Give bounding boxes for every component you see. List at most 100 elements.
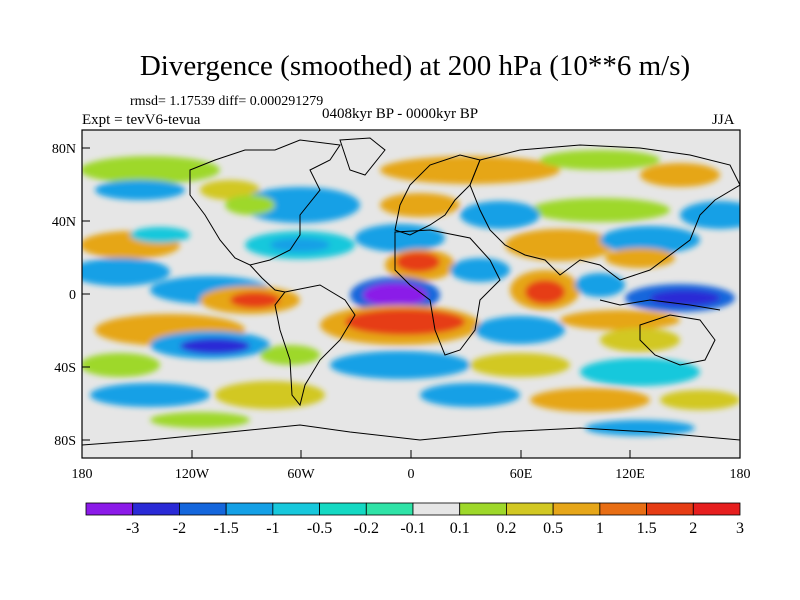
field-blob bbox=[605, 248, 675, 268]
coastline-central-america bbox=[249, 264, 286, 293]
colorbar-label: -0.1 bbox=[400, 520, 425, 537]
field-blob bbox=[530, 388, 650, 412]
coastline-australia bbox=[639, 314, 716, 366]
period-label: 0408kyr BP - 0000kyr BP bbox=[322, 106, 479, 122]
lat-tick-label: 0 bbox=[69, 288, 76, 303]
colorbar-label: 2 bbox=[689, 520, 697, 537]
colorbar-label: 0.2 bbox=[496, 520, 516, 537]
lat-tick-label: 40S bbox=[54, 361, 76, 376]
colorbar-swatch bbox=[85, 502, 134, 516]
field-blob bbox=[380, 156, 560, 184]
colorbar-swatch bbox=[646, 502, 694, 516]
colorbar-label: -1.5 bbox=[213, 520, 238, 537]
field-blob bbox=[215, 381, 325, 409]
field-blob bbox=[82, 258, 170, 286]
colorbar-label: 1 bbox=[596, 520, 604, 537]
field-blob bbox=[475, 316, 565, 344]
field-blob bbox=[600, 226, 700, 254]
experiment-label: Expt = tevV6-tevua bbox=[82, 112, 201, 128]
stats-line: rmsd= 1.17539 diff= 0.000291279 bbox=[130, 94, 324, 109]
field-blob bbox=[396, 252, 440, 272]
colorbar-label: -1 bbox=[266, 520, 279, 537]
field-blob bbox=[363, 283, 427, 307]
coastline-south-america bbox=[274, 284, 356, 407]
field-blob bbox=[525, 280, 565, 304]
lon-tick-label: 60E bbox=[510, 467, 533, 482]
season-label: JJA bbox=[712, 112, 735, 128]
field-blob bbox=[505, 229, 615, 261]
divergence-field bbox=[82, 130, 740, 458]
field-blob bbox=[560, 310, 680, 330]
field-blob bbox=[380, 193, 460, 217]
field-blob bbox=[260, 345, 320, 365]
field-blob bbox=[640, 163, 720, 187]
colorbar-swatch bbox=[319, 502, 367, 516]
colorbar-swatch bbox=[365, 502, 414, 516]
colorbar-swatch bbox=[272, 502, 320, 516]
field-blob bbox=[225, 195, 275, 215]
field-blob bbox=[240, 187, 360, 223]
field-blob bbox=[450, 258, 510, 282]
field-blob bbox=[470, 353, 570, 377]
colorbar-swatch bbox=[459, 502, 507, 516]
tick-marks bbox=[81, 147, 741, 458]
plot-title: Divergence (smoothed) at 200 hPa (10**6 … bbox=[139, 50, 691, 82]
field-blob bbox=[150, 412, 250, 428]
lon-tick-label: 60W bbox=[287, 467, 315, 482]
colorbar-swatch bbox=[692, 502, 741, 516]
colorbar-label: -0.5 bbox=[307, 520, 332, 537]
coastline-asia bbox=[469, 144, 740, 281]
lon-tick-label: 120E bbox=[615, 467, 645, 482]
coastline-north-america bbox=[189, 139, 341, 266]
colorbar-label: 0.1 bbox=[450, 520, 470, 537]
colorbar-label: -3 bbox=[126, 520, 139, 537]
field-blob bbox=[330, 351, 470, 379]
lat-tick-labels: 80N 40N 0 40S 80S bbox=[52, 142, 76, 449]
field-blob bbox=[460, 201, 540, 229]
field-blob bbox=[90, 383, 210, 407]
field-blob bbox=[540, 150, 660, 170]
coastline-indonesia bbox=[599, 299, 721, 311]
field-blob bbox=[355, 224, 445, 252]
colorbar-swatch bbox=[225, 502, 274, 516]
colorbar-label: 3 bbox=[736, 520, 744, 537]
colorbar-swatch bbox=[599, 502, 647, 516]
field-blob bbox=[270, 238, 330, 252]
field-blob bbox=[580, 358, 700, 386]
coastline-greenland bbox=[339, 137, 386, 176]
lat-tick-label: 40N bbox=[52, 215, 76, 230]
lon-tick-label: 180 bbox=[730, 467, 751, 482]
field-blob bbox=[200, 180, 260, 200]
coastline-antarctica bbox=[82, 424, 740, 446]
field-blob bbox=[420, 383, 520, 407]
field-blob bbox=[585, 420, 695, 436]
colorbar-swatch bbox=[552, 502, 601, 516]
field-blob bbox=[95, 180, 185, 200]
colorbar-labels: -3 -2 -1.5 -1 -0.5 -0.2 -0.1 0.1 0.2 0.5 1 1.5 2 3 bbox=[126, 520, 744, 537]
coastlines bbox=[82, 137, 740, 446]
field-blob bbox=[575, 273, 625, 297]
field-blob bbox=[82, 156, 220, 184]
colorbar-swatch bbox=[506, 502, 554, 516]
lon-tick-labels: 180 120W 60W 0 60E 120E 180 bbox=[72, 467, 751, 482]
colorbar bbox=[85, 502, 741, 516]
field-blob bbox=[650, 290, 720, 306]
lon-tick-label: 0 bbox=[408, 467, 415, 482]
lon-tick-label: 120W bbox=[175, 467, 210, 482]
colorbar-label: -0.2 bbox=[354, 520, 379, 537]
colorbar-swatch bbox=[412, 502, 461, 516]
colorbar-label: 0.5 bbox=[543, 520, 563, 537]
field-blob bbox=[660, 390, 740, 410]
colorbar-swatch bbox=[179, 502, 227, 516]
field-blob bbox=[130, 227, 190, 243]
coastline-africa bbox=[394, 229, 501, 356]
colorbar-label: 1.5 bbox=[637, 520, 657, 537]
colorbar-swatch bbox=[132, 502, 180, 516]
field-blob bbox=[345, 309, 465, 335]
colorbar-label: -2 bbox=[173, 520, 186, 537]
lon-tick-label: 180 bbox=[72, 467, 93, 482]
field-blob bbox=[82, 353, 160, 377]
field-blob bbox=[530, 198, 670, 222]
field-blob bbox=[230, 292, 280, 308]
